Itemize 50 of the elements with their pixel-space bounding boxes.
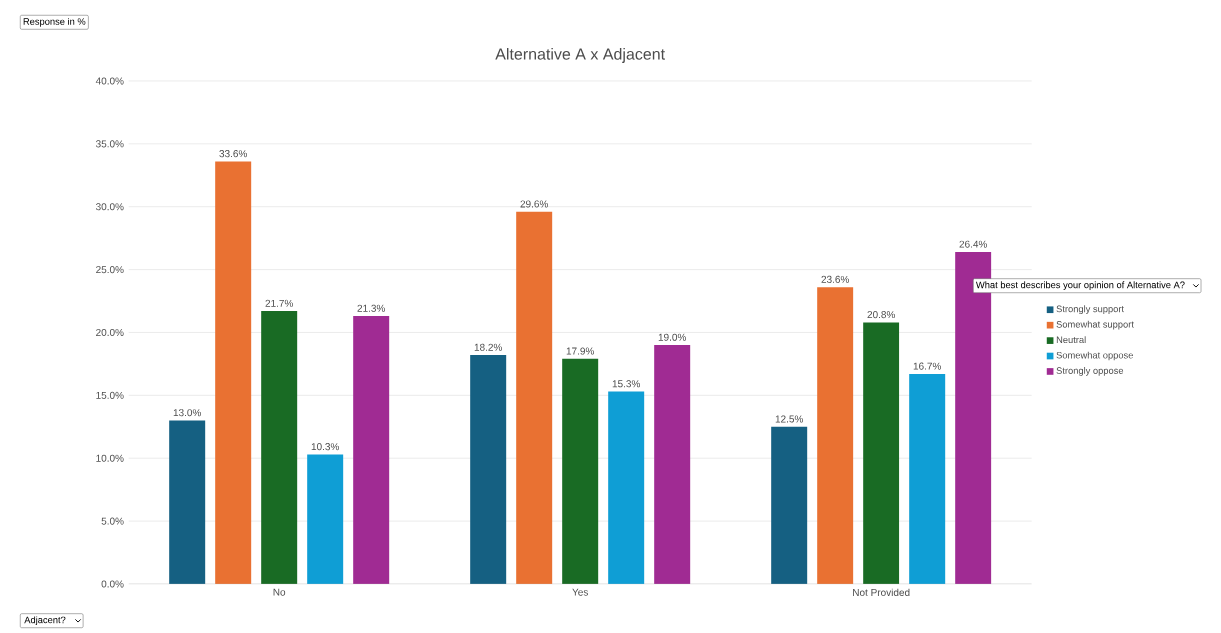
bar [353,316,390,584]
data-label: 15.3% [612,380,640,388]
data-label: 26.4% [959,240,987,248]
legend-label: Strongly support [1056,305,1124,315]
y-tick-label: 5.0% [101,517,124,525]
chart-title: Alternative A x Adjacent [495,48,665,63]
bar [516,211,553,584]
data-label: 13.0% [173,409,201,417]
bar [863,322,900,584]
y-tick-label: 15.0% [96,391,124,399]
text: Response in % [23,17,86,27]
y-tick-label: 25.0% [96,266,124,274]
y-tick-label: 30.0% [95,203,124,211]
data-label: 29.6% [520,200,548,208]
data-label: 20.8% [867,311,895,319]
legend-label: Somewhat support [1056,320,1134,330]
data-label: 10.3% [311,443,339,451]
bar [771,426,808,584]
y-tick-label: 10.0% [96,454,124,462]
data-label: 16.7% [913,362,941,370]
bar [470,355,507,584]
bar [169,420,206,584]
x-tick-label: No [273,588,286,596]
data-label: 19.0% [658,333,686,341]
y-tick-label: 35.0% [95,140,124,148]
bar [307,454,344,584]
x-tick-label: Yes [572,588,588,596]
legend-label: Strongly oppose [1056,367,1124,376]
data-label: 33.6% [219,150,247,158]
legend-title: What best describes your opinion of Alternative A? [975,281,1185,291]
bar [817,287,854,584]
data-label: 18.2% [474,343,502,351]
y-tick-label: 0.0% [101,580,124,588]
bar [608,391,645,584]
data-label: 17.9% [566,347,594,355]
y-tick-label: 20.0% [96,328,124,337]
bar [261,311,298,584]
x-tick-label: Not Provided [853,588,910,597]
x-axis-title: Adjacent? [24,616,66,626]
bar [562,358,599,584]
legend-label: Neutral [1056,336,1086,344]
y-tick-label: 40.0% [95,77,124,85]
legend-label: Somewhat oppose [1056,351,1133,361]
data-label: 21.3% [357,304,385,312]
data-label: 23.6% [821,275,849,283]
bar [215,161,252,584]
bar [654,345,691,584]
bar [909,373,946,584]
data-label: 12.5% [775,415,803,423]
data-label: 21.7% [265,299,293,307]
